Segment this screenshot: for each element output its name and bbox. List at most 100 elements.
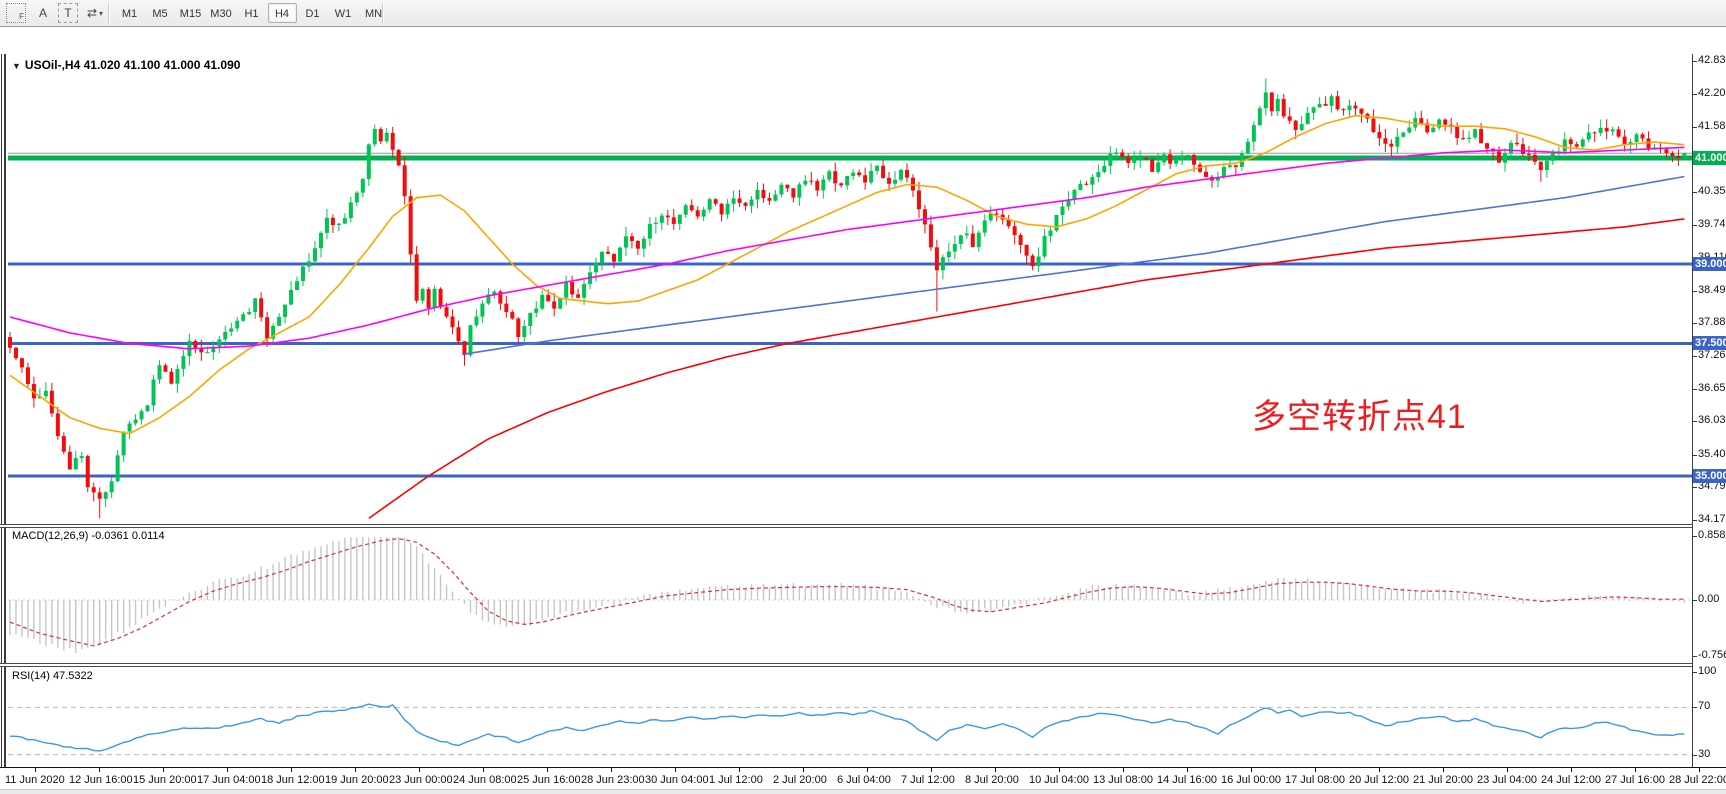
grid-f-icon[interactable]: F <box>6 3 26 23</box>
axis-tick <box>1693 323 1697 325</box>
price-tick-label: 30 <box>1698 747 1711 760</box>
time-tick <box>995 768 996 772</box>
time-tick-label: 20 Jul 12:00 <box>1349 774 1409 786</box>
text-label-icon[interactable]: A <box>38 6 47 20</box>
price-tick-label: 36.035 <box>1698 414 1726 427</box>
time-tick <box>291 768 292 772</box>
toolbar-divider <box>0 26 1726 27</box>
price-tick-label: 40.355 <box>1698 185 1726 198</box>
time-tick <box>1635 768 1636 772</box>
time-tick-label: 17 Jul 08:00 <box>1285 774 1345 786</box>
time-tick-label: 21 Jul 20:00 <box>1413 774 1473 786</box>
price-tick-label: 42.200 <box>1698 87 1726 100</box>
macd-label: MACD(12,26,9) -0.0361 0.0114 <box>12 530 165 542</box>
toolbar-separator <box>108 3 109 23</box>
time-tick-label: 17 Jun 04:00 <box>197 774 261 786</box>
price-tick-label: 38.495 <box>1698 283 1726 296</box>
price-tick-label: 0.8586 <box>1698 529 1726 542</box>
time-tick <box>355 768 356 772</box>
axis-tick <box>1693 600 1697 601</box>
timeframe-button-w1[interactable]: W1 <box>334 8 352 20</box>
time-tick <box>227 768 228 772</box>
price-tick-label: 100 <box>1698 665 1717 677</box>
time-tick <box>611 768 612 772</box>
axis-tick <box>1693 519 1697 521</box>
time-axis[interactable]: 11 Jun 2020 12 Jun 16:00 15 Jun 20:00 17 Ju… <box>0 767 1726 790</box>
price-tick-label: 42.830 <box>1698 54 1726 66</box>
time-tick-label: 13 Jul 08:00 <box>1093 774 1153 786</box>
time-tick <box>1443 768 1444 772</box>
rsi-label: RSI(14) 47.5322 <box>12 670 93 682</box>
price-axis[interactable]: 42.83042.20041.58540.35539.74039.11038.4… <box>1692 54 1726 794</box>
pane-separator-rsi[interactable] <box>0 663 1692 667</box>
time-tick <box>483 768 484 772</box>
price-badge-41.000: 41.000 <box>1693 150 1726 165</box>
timeframe-button-m1[interactable]: M1 <box>121 8 138 20</box>
price-badge-35.000: 35.000 <box>1693 468 1726 483</box>
time-tick <box>1059 768 1060 772</box>
price-tick-label: 70 <box>1698 700 1711 713</box>
timeframe-button-m15[interactable]: M15 <box>179 8 202 20</box>
price-tick-label: 39.740 <box>1698 217 1726 230</box>
time-tick-label: 27 Jul 16:00 <box>1605 774 1665 786</box>
time-tick-label: 16 Jul 00:00 <box>1221 774 1281 786</box>
time-tick-label: 12 Jun 16:00 <box>69 774 133 786</box>
time-tick <box>675 768 676 772</box>
axis-tick <box>1693 707 1697 709</box>
toolbar: F A T ⇄ ▾ M1 M5 M15 M30 H1 H4 D1 W1 MN <box>0 0 1726 27</box>
time-tick <box>1251 768 1252 772</box>
price-badge-37.500: 37.500 <box>1693 336 1726 351</box>
time-tick-label: 28 Jun 23:00 <box>581 774 645 786</box>
symbol-dropdown-icon[interactable]: ▼ <box>12 61 21 71</box>
price-badge-39.000: 39.000 <box>1693 256 1726 271</box>
timeframe-button-d1[interactable]: D1 <box>305 8 320 20</box>
time-tick-label: 2 Jul 20:00 <box>773 774 827 786</box>
axis-tick <box>1693 224 1697 226</box>
axis-tick <box>1693 454 1697 456</box>
axis-tick <box>1693 192 1697 194</box>
axis-tick <box>1693 290 1697 292</box>
axis-tick <box>1693 388 1697 390</box>
time-tick <box>803 768 804 772</box>
time-tick-label: 1 Jul 12:00 <box>709 774 763 786</box>
timeframe-button-h4[interactable]: H4 <box>267 3 297 23</box>
time-tick <box>1123 768 1124 772</box>
text-tool-icon[interactable]: T <box>58 3 78 23</box>
axis-tick <box>1693 421 1697 423</box>
dropdown-caret-icon[interactable]: ▾ <box>99 8 104 18</box>
timeframe-button-mn[interactable]: MN <box>364 8 383 20</box>
chart-canvas[interactable] <box>0 54 1726 794</box>
price-tick-label: 0.00 <box>1698 593 1720 605</box>
toolbar-separator <box>382 3 383 23</box>
time-tick <box>867 768 868 772</box>
price-tick-label: -0.7562 <box>1698 648 1726 661</box>
time-tick <box>1571 768 1572 772</box>
time-tick-label: 23 Jul 04:00 <box>1477 774 1537 786</box>
time-tick <box>739 768 740 772</box>
timeframe-button-m5[interactable]: M5 <box>152 8 168 20</box>
pane-separator-macd[interactable] <box>0 524 1692 528</box>
price-tick-label: 37.265 <box>1698 348 1726 361</box>
price-tick-label: 34.175 <box>1698 512 1726 525</box>
time-tick-label: 25 Jun 16:00 <box>517 774 581 786</box>
axis-tick <box>1693 355 1697 357</box>
arrows-tool-icon[interactable]: ⇄ ▾ <box>86 6 104 20</box>
timeframe-button-h1[interactable]: H1 <box>244 8 259 20</box>
axis-tick <box>1693 94 1697 96</box>
time-tick-label: 8 Jul 20:00 <box>965 774 1019 786</box>
axis-tick <box>1693 655 1697 657</box>
time-tick-label: 11 Jun 2020 <box>5 774 65 786</box>
time-tick <box>419 768 420 772</box>
bottom-strip <box>0 789 1726 794</box>
axis-tick <box>1693 61 1697 62</box>
chart-area[interactable]: ▼ USOil-,H4 41.020 41.100 41.000 41.090 多… <box>0 27 1726 794</box>
axis-tick <box>1693 536 1697 538</box>
time-tick <box>931 768 932 772</box>
price-tick-label: 34.790 <box>1698 480 1726 493</box>
time-tick <box>163 768 164 772</box>
time-tick-label: 18 Jun 12:00 <box>261 774 325 786</box>
timeframe-button-m30[interactable]: M30 <box>210 8 232 20</box>
time-tick-label: 10 Jul 04:00 <box>1029 774 1089 786</box>
time-tick <box>1699 768 1700 772</box>
